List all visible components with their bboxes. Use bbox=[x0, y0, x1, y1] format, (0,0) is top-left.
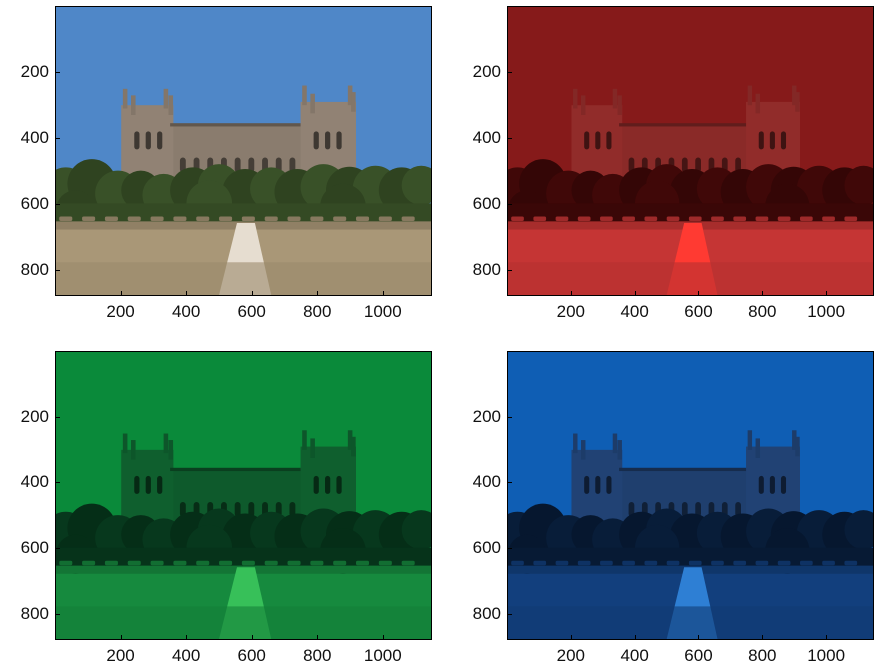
image-blue bbox=[507, 351, 874, 640]
image-canvas-original bbox=[56, 7, 431, 295]
x-tick-mark bbox=[826, 635, 827, 639]
image-canvas-green bbox=[56, 352, 431, 639]
y-tick-mark bbox=[56, 482, 60, 483]
image-red bbox=[507, 6, 874, 296]
y-tick-mark bbox=[56, 270, 60, 271]
x-tick-mark bbox=[698, 291, 699, 295]
x-tick-label: 800 bbox=[748, 646, 777, 665]
x-tick-label: 200 bbox=[556, 302, 585, 321]
y-tick-mark bbox=[56, 138, 60, 139]
x-tick-label: 800 bbox=[748, 302, 777, 321]
x-tick-mark bbox=[635, 635, 636, 639]
y-tick-label: 200 bbox=[20, 61, 49, 81]
x-tick-mark bbox=[571, 291, 572, 295]
y-tick-mark bbox=[56, 72, 60, 73]
y-tick-mark bbox=[508, 482, 512, 483]
x-tick-mark bbox=[121, 635, 122, 639]
x-tick-label: 1000 bbox=[363, 646, 402, 665]
y-tick-mark bbox=[56, 417, 60, 418]
x-tick-label: 800 bbox=[303, 302, 332, 321]
x-tick-label: 400 bbox=[620, 302, 649, 321]
y-tick-label: 200 bbox=[472, 406, 501, 426]
x-tick-mark bbox=[698, 635, 699, 639]
x-tick-label: 1000 bbox=[807, 646, 846, 665]
y-tick-mark bbox=[56, 614, 60, 615]
y-tick-mark bbox=[508, 138, 512, 139]
y-tick-label: 600 bbox=[20, 538, 49, 558]
x-tick-mark bbox=[186, 291, 187, 295]
x-tick-mark bbox=[252, 635, 253, 639]
y-tick-label: 800 bbox=[472, 259, 501, 279]
image-canvas-red bbox=[508, 7, 873, 295]
y-tick-label: 800 bbox=[20, 259, 49, 279]
x-tick-mark bbox=[383, 291, 384, 295]
y-tick-label: 400 bbox=[20, 472, 49, 492]
x-tick-label: 1000 bbox=[807, 302, 846, 321]
x-tick-mark bbox=[317, 635, 318, 639]
y-tick-label: 600 bbox=[472, 193, 501, 213]
x-tick-label: 600 bbox=[237, 302, 266, 321]
x-tick-label: 200 bbox=[106, 646, 135, 665]
y-tick-mark bbox=[508, 72, 512, 73]
x-tick-mark bbox=[826, 291, 827, 295]
x-tick-mark bbox=[317, 291, 318, 295]
x-tick-mark bbox=[383, 635, 384, 639]
x-tick-mark bbox=[571, 635, 572, 639]
x-tick-label: 200 bbox=[106, 302, 135, 321]
y-tick-label: 600 bbox=[472, 538, 501, 558]
y-tick-label: 400 bbox=[472, 472, 501, 492]
y-tick-label: 200 bbox=[20, 406, 49, 426]
x-tick-mark bbox=[186, 635, 187, 639]
x-tick-label: 400 bbox=[171, 646, 201, 665]
x-tick-label: 600 bbox=[684, 646, 713, 665]
y-tick-label: 800 bbox=[20, 603, 49, 623]
x-tick-mark bbox=[121, 291, 122, 295]
x-tick-label: 200 bbox=[556, 646, 585, 665]
x-tick-label: 1000 bbox=[363, 302, 402, 321]
x-tick-mark bbox=[635, 291, 636, 295]
y-tick-label: 400 bbox=[472, 127, 501, 147]
y-tick-label: 800 bbox=[472, 603, 501, 623]
x-tick-label: 600 bbox=[684, 302, 713, 321]
y-tick-label: 200 bbox=[472, 61, 501, 81]
x-tick-mark bbox=[762, 291, 763, 295]
x-tick-label: 600 bbox=[237, 646, 266, 665]
image-original bbox=[55, 6, 432, 296]
y-tick-mark bbox=[508, 417, 512, 418]
x-tick-mark bbox=[762, 635, 763, 639]
y-tick-label: 400 bbox=[20, 127, 49, 147]
y-tick-label: 600 bbox=[20, 193, 49, 213]
y-tick-mark bbox=[508, 204, 512, 205]
image-canvas-blue bbox=[508, 352, 873, 639]
y-tick-mark bbox=[56, 548, 60, 549]
y-tick-mark bbox=[508, 548, 512, 549]
image-green bbox=[55, 351, 432, 640]
y-tick-mark bbox=[508, 614, 512, 615]
x-tick-label: 800 bbox=[303, 646, 332, 665]
y-tick-mark bbox=[508, 270, 512, 271]
x-tick-mark bbox=[252, 291, 253, 295]
y-tick-mark bbox=[56, 204, 60, 205]
x-tick-label: 400 bbox=[620, 646, 649, 665]
x-tick-label: 400 bbox=[171, 302, 201, 321]
